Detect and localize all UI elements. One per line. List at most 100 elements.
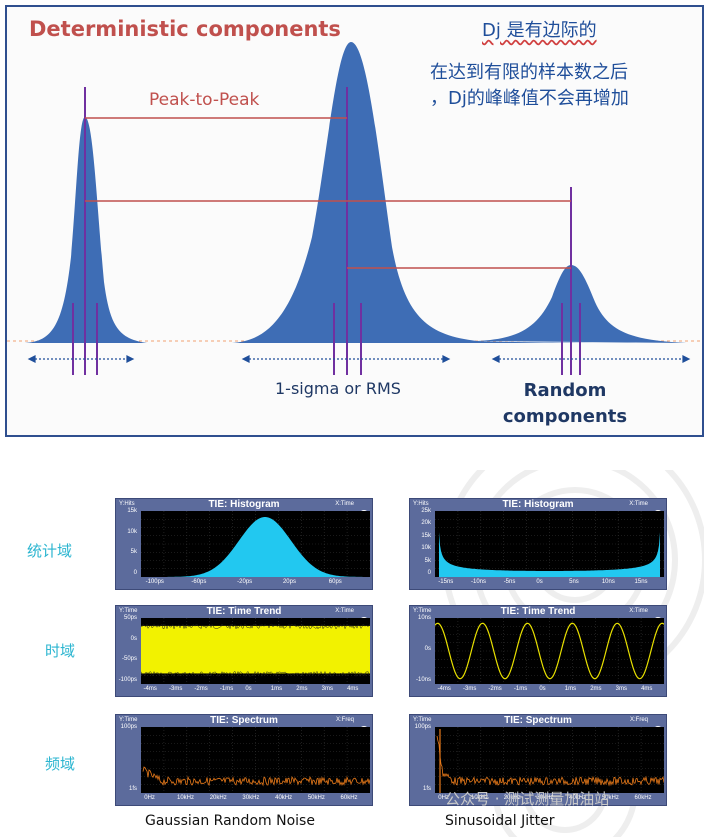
scope-y-tick: 1fs <box>128 786 137 792</box>
scope-x-tick: 0Hz <box>438 795 449 801</box>
scope-x-tick: -5ns <box>503 579 516 585</box>
scope-y-unit: Y:Hits <box>413 501 429 507</box>
scope-plot-area <box>435 727 665 793</box>
scope-x-tick: 40kHz <box>275 795 293 801</box>
scope-x-tick: 10kHz <box>176 795 194 801</box>
scope-title: TIE: Time Trend <box>206 606 282 617</box>
jitter-peaks-graphic <box>7 42 702 375</box>
random-label-line-2: components <box>502 406 628 427</box>
scope-x-tick: 20kHz <box>503 795 521 801</box>
scope-x-tick: 50kHz <box>601 795 619 801</box>
scope-y-tick: 25k <box>421 508 431 514</box>
caption-sinusoidal-jitter: Sinusoidal Jitter <box>445 813 555 829</box>
scope-x-tick: 3ms <box>615 686 627 692</box>
scope-x-tick: 3ms <box>321 686 333 692</box>
scope-trace <box>434 618 665 684</box>
random-peak-right <box>477 265 687 343</box>
scope-x-tick: 5ns <box>569 579 579 585</box>
scope-y-tick: 15k <box>421 532 431 539</box>
scope-x-tick: 30kHz <box>536 795 554 801</box>
scope-x-unit: X:Time <box>629 501 648 507</box>
scope-x-tick: 0s <box>539 686 546 692</box>
random-components-label: Random components <box>485 378 645 430</box>
scope-plot-area <box>141 511 370 577</box>
scope-x-tick: 2ms <box>590 686 602 692</box>
scope-y-tick: 0s <box>130 635 137 642</box>
scope-y-tick: 15k <box>127 508 137 514</box>
scope-y-tick: 20k <box>421 520 431 527</box>
scope-y-unit: Y:Time <box>413 717 432 723</box>
scope-y-tick: 1fs <box>422 786 431 792</box>
scope-y-tick: 100ps <box>414 724 431 730</box>
scope-x-tick: 60kHz <box>340 795 358 801</box>
scope-x-unit: X:Freq <box>629 717 648 723</box>
scope-y-tick: -100ps <box>118 677 137 683</box>
scope-x-tick: 1ms <box>564 686 577 692</box>
jitter-components-diagram: Deterministic components Dj 是有边际的 在达到有限的… <box>5 5 704 437</box>
width-arrow-center <box>241 355 451 363</box>
scope-x-tick: -15ns <box>438 579 454 585</box>
scope-x-tick: 2ms <box>296 686 308 692</box>
scope-x-tick: 40kHz <box>569 795 587 801</box>
deterministic-title: Deterministic components <box>29 17 341 41</box>
scope-y-tick: 0 <box>133 570 137 576</box>
scope-y-unit: Y:Hits <box>119 501 135 507</box>
scope-x-tick: 60kHz <box>634 795 652 801</box>
scope-plot-area <box>141 727 371 793</box>
width-arrow-left <box>27 355 135 363</box>
scope-y-tick: 50ps <box>123 615 137 621</box>
scope-y-tick: 10k <box>127 528 137 535</box>
scope-trace <box>141 511 370 577</box>
scope-plot-area <box>434 618 665 684</box>
scope-y-unit: Y:Time <box>413 608 432 614</box>
scope-x-tick: 0s <box>245 686 252 692</box>
scope-y-unit: Y:Time <box>119 608 138 614</box>
watermark-text: 公众号 · 测试测量加油站 <box>445 790 610 808</box>
scope-x-tick: -3ms <box>168 686 183 692</box>
dj-note-line-1: Dj 是有边际的 <box>482 20 597 41</box>
scope-y-tick: 5k <box>424 557 431 564</box>
scope-trace <box>140 618 371 684</box>
row-label-statistical: 统计域 <box>27 542 73 560</box>
scope-x-tick: 60ps <box>328 579 342 585</box>
scope-x-unit: X:Time <box>629 608 648 614</box>
caption-gaussian-random-noise: Gaussian Random Noise <box>145 813 315 829</box>
scope-x-tick: -2ms <box>194 686 208 692</box>
width-arrow-right <box>491 355 691 363</box>
scope-x-tick: 4ms <box>347 686 359 692</box>
scope-x-tick: 10kHz <box>470 795 488 801</box>
scope-x-tick: 20kHz <box>209 795 227 801</box>
scope-y-tick: 100ps <box>120 724 137 730</box>
scope-x-unit: X:Time <box>335 608 354 614</box>
scope-x-tick: 1ms <box>270 686 283 692</box>
scope-y-tick: -50ps <box>121 656 137 663</box>
scope-y-tick: 0 <box>427 570 431 576</box>
scope-trace <box>141 727 371 793</box>
sigma-rms-label: 1-sigma or RMS <box>275 379 401 398</box>
scope-y-tick: 10ns <box>417 615 431 621</box>
scope-x-tick: 20ps <box>282 579 296 585</box>
scope-title: TIE: Spectrum <box>210 715 278 726</box>
scope-trace <box>435 511 664 577</box>
scope-x-tick: 4ms <box>641 686 653 692</box>
scope-x-tick: 0Hz <box>144 795 155 801</box>
scope-title: TIE: Histogram <box>208 499 280 510</box>
scope-x-tick: 30kHz <box>242 795 260 801</box>
scope-x-tick: -3ms <box>462 686 477 692</box>
scope-trace <box>435 727 665 793</box>
scope-x-unit: X:Freq <box>335 717 354 723</box>
scope-title: TIE: Spectrum <box>504 715 572 726</box>
scope-x-tick: 50kHz <box>307 795 325 801</box>
scope-y-tick: 10k <box>421 545 431 552</box>
row-label-time: 时域 <box>45 642 76 660</box>
scope-y-tick: -10ns <box>415 677 431 683</box>
scope-y-tick: 5k <box>130 549 137 556</box>
dj-note-line-3: ，Dj的峰峰值不会再增加 <box>430 88 629 109</box>
scope-y-unit: Y:Time <box>119 717 138 723</box>
scope-x-tick: -1ms <box>513 686 528 692</box>
